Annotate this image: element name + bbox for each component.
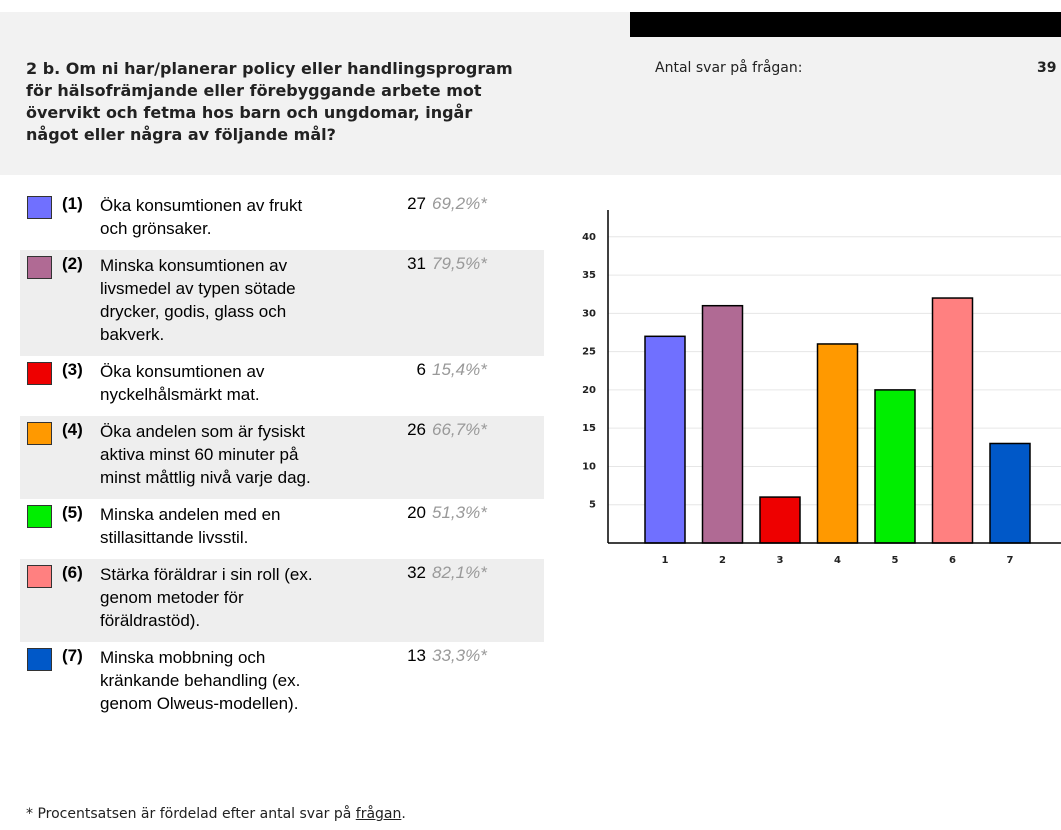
color-swatch [27,362,52,385]
bar [816,343,859,544]
y-tick-label: 20 [582,385,596,396]
y-tick-label: 30 [582,308,596,319]
y-tick-label: 25 [582,347,596,358]
answer-line: stillasittande livsstil. [100,528,249,547]
answer-row: (3) Öka konsumtionen av nyckelhålsmärkt ma… [20,356,544,416]
y-tick-label: 10 [582,461,596,472]
x-tick-label: 1 [662,555,669,566]
y-tick-label: 15 [582,423,596,434]
answer-percent: 15,4%* [432,360,487,379]
color-swatch [27,422,52,445]
bar [931,297,974,544]
answer-line: kränkande behandling (ex. [100,671,301,690]
answer-count: 20 [407,503,426,522]
answer-row: (7) Minska mobbning och kränkande behandli… [20,642,544,725]
answer-percent: 82,1%* [432,563,487,582]
answer-count: 13 [407,646,426,665]
x-tick-label: 2 [719,555,726,566]
color-swatch [27,256,52,279]
answer-count: 27 [407,194,426,213]
title-line: 2 b. Om ni har/planerar policy eller han… [26,59,513,78]
answer-line: föräldrastöd). [100,611,201,630]
x-tick-label: 3 [777,555,784,566]
answer-percent: 69,2%* [432,194,487,213]
answer-line: Öka andelen som är fysiskt [100,422,306,441]
bar [874,389,916,544]
answer-text: Minska konsumtionen av livsmedel av typen… [100,254,296,346]
answer-text: Öka andelen som är fysiskt aktiva minst 6… [100,420,311,489]
answer-line: Minska konsumtionen av [100,256,288,275]
y-tick-label: 35 [582,270,596,281]
answer-code: (3) [62,360,83,379]
answer-line: genom Olweus-modellen). [100,694,299,713]
x-tick-label: 6 [949,555,956,566]
answer-code: (5) [62,503,83,522]
answer-row: (6) Stärka föräldrar i sin roll (ex. genom… [20,559,544,642]
answer-line: genom metoder för [100,588,244,607]
bar [644,335,686,544]
answer-line: minst måttlig nivå varje dag. [100,468,311,487]
title-line: något eller några av följande mål? [26,125,336,144]
answer-line: bakverk. [100,325,165,344]
x-tick-label: 5 [892,555,899,566]
answer-text: Öka konsumtionen av nyckelhålsmärkt mat. [100,360,264,406]
answer-text: Stärka föräldrar i sin roll (ex. genom me… [100,563,313,632]
answer-count: 26 [407,420,426,439]
color-swatch [27,648,52,671]
answer-text: Öka konsumtionen av frukt och grönsaker. [100,194,302,240]
answer-line: nyckelhålsmärkt mat. [100,385,260,404]
x-tick-label: 7 [1007,555,1014,566]
y-tick-label: 40 [582,232,596,243]
color-swatch [27,565,52,588]
x-tick-label: 4 [834,555,841,566]
answer-count: 32 [407,563,426,582]
question-title: 2 b. Om ni har/planerar policy eller han… [26,58,513,146]
answer-line: och grönsaker. [100,219,212,238]
header-bar [630,12,1061,37]
answer-line: Stärka föräldrar i sin roll (ex. [100,565,313,584]
answer-percent: 51,3%* [432,503,487,522]
answer-line: Minska andelen med en [100,505,281,524]
answer-count: 31 [407,254,426,273]
answers-label: Antal svar på frågan: [655,60,803,76]
answer-percent: 66,7%* [432,420,487,439]
answer-code: (1) [62,194,83,213]
answer-line: Öka konsumtionen av [100,362,265,381]
answer-row: (1) Öka konsumtionen av frukt och grönsake… [20,190,544,250]
color-swatch [27,196,52,219]
answer-code: (6) [62,563,83,582]
answer-row: (4) Öka andelen som är fysiskt aktiva mins… [20,416,544,499]
bar [989,442,1031,544]
bar [759,496,801,544]
answer-text: Minska andelen med en stillasittande livs… [100,503,281,549]
answer-percent: 33,3%* [432,646,487,665]
answer-line: aktiva minst 60 minuter på [100,445,299,464]
footnote-end: . [401,806,406,822]
footnote-text: * Procentsatsen är fördelad efter antal … [26,806,356,822]
answer-row: (5) Minska andelen med en stillasittande l… [20,499,544,559]
answer-line: livsmedel av typen sötade [100,279,296,298]
answer-code: (7) [62,646,83,665]
answer-count: 6 [416,360,426,379]
y-tick-label: 5 [589,500,596,511]
answers-count: 39 [1037,60,1057,76]
footnote: * Procentsatsen är fördelad efter antal … [26,806,406,822]
answer-percent: 79,5%* [432,254,487,273]
answer-code: (2) [62,254,83,273]
answer-row: (2) Minska konsumtionen av livsmedel av ty… [20,250,544,356]
answer-text: Minska mobbning och kränkande behandling … [100,646,300,715]
title-line: övervikt och fetma hos barn och ungdomar… [26,103,473,122]
footnote-link[interactable]: frågan [355,806,402,822]
bar [701,304,744,544]
answer-line: Minska mobbning och [100,648,266,667]
answer-line: Öka konsumtionen av frukt [100,196,303,215]
title-line: för hälsofrämjande eller förebyggande ar… [26,81,482,100]
color-swatch [27,505,52,528]
answer-code: (4) [62,420,83,439]
header-panel [0,12,1061,175]
answer-line: drycker, godis, glass och [100,302,287,321]
